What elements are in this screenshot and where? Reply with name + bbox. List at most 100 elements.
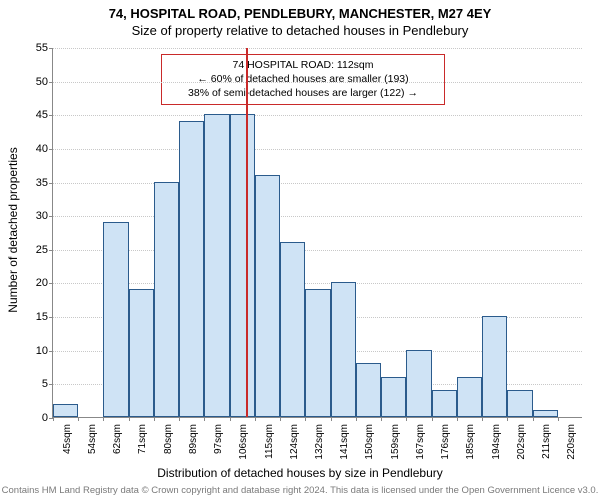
reference-line xyxy=(246,48,248,417)
histogram-bar xyxy=(255,175,280,417)
gridline xyxy=(53,149,582,150)
x-tick-label: 167sqm xyxy=(415,424,426,460)
plot-area: 74 HOSPITAL ROAD: 112sqm ← 60% of detach… xyxy=(52,48,582,418)
page-subtitle: Size of property relative to detached ho… xyxy=(0,23,600,38)
y-tick-label: 55 xyxy=(18,42,48,54)
y-tick-label: 15 xyxy=(18,311,48,323)
x-tick-label: 150sqm xyxy=(364,424,375,460)
x-axis-title: Distribution of detached houses by size … xyxy=(0,466,600,480)
y-tick xyxy=(49,216,53,217)
histogram-bar xyxy=(129,289,154,417)
x-tick-label: 62sqm xyxy=(112,424,123,454)
y-tick-label: 5 xyxy=(18,378,48,390)
annotation-line-3: 38% of semi-detached houses are larger (… xyxy=(168,86,438,100)
x-tick xyxy=(432,417,433,421)
x-tick-label: 141sqm xyxy=(339,424,350,460)
y-tick xyxy=(49,115,53,116)
y-tick-label: 45 xyxy=(18,109,48,121)
x-tick xyxy=(78,417,79,421)
x-tick xyxy=(204,417,205,421)
y-tick-label: 35 xyxy=(18,177,48,189)
y-tick-label: 10 xyxy=(18,345,48,357)
x-tick xyxy=(103,417,104,421)
x-tick-label: 124sqm xyxy=(289,424,300,460)
gridline xyxy=(53,283,582,284)
y-tick-label: 40 xyxy=(18,143,48,155)
gridline xyxy=(53,82,582,83)
y-tick xyxy=(49,283,53,284)
y-tick xyxy=(49,149,53,150)
histogram-bar xyxy=(533,410,558,417)
histogram-bar xyxy=(103,222,128,417)
histogram-bar xyxy=(305,289,330,417)
x-tick-label: 45sqm xyxy=(62,424,73,454)
y-tick xyxy=(49,183,53,184)
y-tick xyxy=(49,48,53,49)
histogram-bar xyxy=(457,377,482,417)
y-tick-label: 30 xyxy=(18,210,48,222)
x-tick xyxy=(482,417,483,421)
x-tick-label: 211sqm xyxy=(541,424,552,459)
x-tick-label: 202sqm xyxy=(516,424,527,460)
x-tick xyxy=(381,417,382,421)
x-tick xyxy=(230,417,231,421)
histogram-bar xyxy=(507,390,532,417)
y-tick xyxy=(49,384,53,385)
page-title-address: 74, HOSPITAL ROAD, PENDLEBURY, MANCHESTE… xyxy=(0,0,600,21)
x-tick-label: 132sqm xyxy=(314,424,325,460)
y-tick xyxy=(49,317,53,318)
histogram-bar xyxy=(356,363,381,417)
x-tick xyxy=(154,417,155,421)
histogram-bar xyxy=(406,350,431,417)
gridline xyxy=(53,216,582,217)
x-tick xyxy=(533,417,534,421)
x-tick-label: 97sqm xyxy=(213,424,224,454)
x-tick xyxy=(305,417,306,421)
y-tick xyxy=(49,250,53,251)
histogram-bar xyxy=(179,121,204,417)
x-tick xyxy=(280,417,281,421)
annotation-box: 74 HOSPITAL ROAD: 112sqm ← 60% of detach… xyxy=(161,54,445,105)
histogram-bar xyxy=(482,316,507,417)
annotation-line-1: 74 HOSPITAL ROAD: 112sqm xyxy=(168,58,438,72)
x-tick-label: 159sqm xyxy=(390,424,401,460)
y-tick-label: 20 xyxy=(18,277,48,289)
x-tick xyxy=(457,417,458,421)
x-tick-label: 176sqm xyxy=(440,424,451,460)
histogram-bar xyxy=(432,390,457,417)
y-tick-label: 0 xyxy=(18,412,48,424)
x-tick-label: 185sqm xyxy=(465,424,476,460)
x-tick-label: 71sqm xyxy=(137,424,148,454)
x-tick-label: 54sqm xyxy=(87,424,98,454)
x-tick xyxy=(406,417,407,421)
histogram-bar xyxy=(230,114,255,417)
histogram-bar xyxy=(331,282,356,417)
gridline xyxy=(53,183,582,184)
histogram-chart: 74 HOSPITAL ROAD: 112sqm ← 60% of detach… xyxy=(52,48,582,418)
x-tick xyxy=(129,417,130,421)
y-tick xyxy=(49,351,53,352)
footer-attribution: Contains HM Land Registry data © Crown c… xyxy=(0,485,600,496)
x-tick xyxy=(255,417,256,421)
gridline xyxy=(53,115,582,116)
x-tick xyxy=(558,417,559,421)
x-tick-label: 194sqm xyxy=(491,424,502,460)
histogram-bar xyxy=(154,182,179,417)
histogram-bar xyxy=(381,377,406,417)
y-tick-label: 50 xyxy=(18,76,48,88)
x-tick xyxy=(53,417,54,421)
x-tick xyxy=(356,417,357,421)
x-tick xyxy=(179,417,180,421)
x-tick xyxy=(507,417,508,421)
gridline xyxy=(53,48,582,49)
histogram-bar xyxy=(280,242,305,417)
histogram-bar xyxy=(204,114,229,417)
x-tick-label: 89sqm xyxy=(188,424,199,454)
histogram-bar xyxy=(53,404,78,417)
gridline xyxy=(53,250,582,251)
x-tick-label: 106sqm xyxy=(238,424,249,460)
y-tick xyxy=(49,82,53,83)
x-tick-label: 220sqm xyxy=(566,424,577,460)
annotation-line-2: ← 60% of detached houses are smaller (19… xyxy=(168,72,438,86)
x-tick xyxy=(331,417,332,421)
